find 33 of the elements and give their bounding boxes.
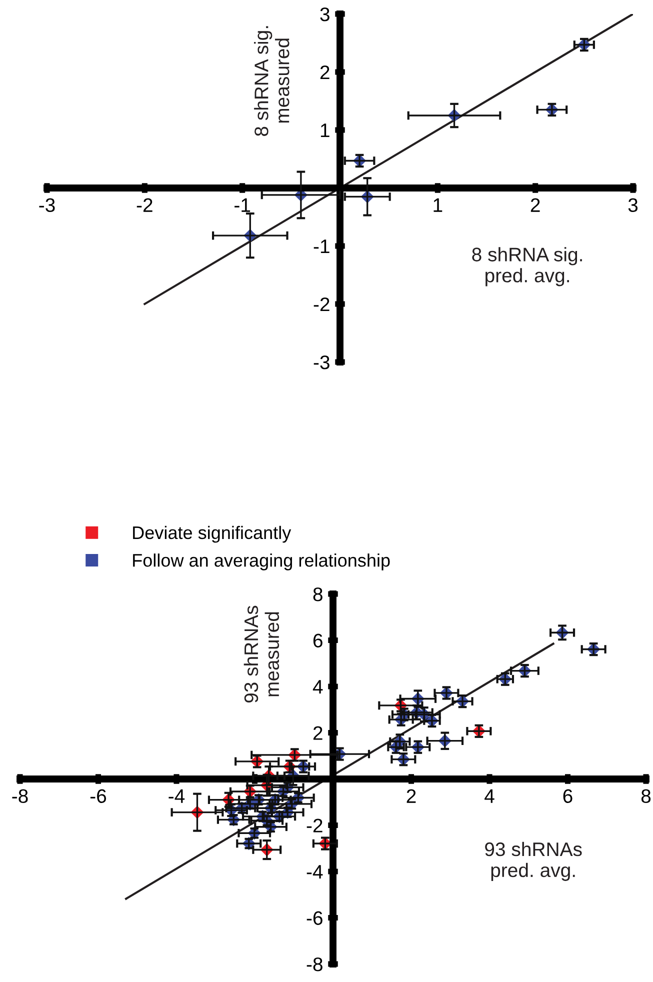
x-tick-label: 1	[434, 198, 442, 212]
y-tick-label: -6	[306, 911, 322, 925]
y-tick-label: -2	[314, 297, 330, 312]
x-tick-label: -6	[90, 789, 106, 804]
x-tick-label: 8	[641, 789, 651, 804]
y-tick-label: 1	[320, 124, 330, 138]
y-tick-label: -3	[314, 355, 330, 370]
y-tick-label: 2	[320, 65, 330, 80]
y-tick-label: -4	[306, 865, 323, 879]
x-axis-title: 93 shRNAs pred. avg.	[485, 842, 582, 881]
x-tick-label: 2	[406, 789, 416, 803]
x-tick-label: -1	[234, 198, 250, 212]
y-tick-label: 2	[313, 726, 322, 740]
x-tick-label: 6	[563, 789, 572, 804]
x-tick-label: 3	[628, 198, 638, 212]
x-tick-label: -4	[168, 789, 185, 803]
x-tick-label: -2	[136, 198, 152, 212]
x-tick-label: -8	[12, 789, 28, 804]
legend-label: Deviate significantly	[133, 526, 292, 543]
y-axis-title: 8 shRNA sig. measured	[254, 26, 290, 136]
x-axis-title: 8 shRNA sig. pred. avg.	[472, 247, 582, 286]
y-tick-label: 6	[313, 634, 322, 648]
x-tick-label: -3	[39, 198, 55, 212]
y-tick-label: -1	[314, 240, 330, 254]
x-tick-label: 2	[530, 198, 540, 212]
y-tick-label: 3	[320, 7, 330, 22]
y-axis-title: 93 shRNAs measured	[244, 606, 280, 703]
y-tick-label: -2	[306, 818, 322, 832]
x-tick-label: 4	[484, 789, 494, 803]
y-tick-label: 8	[313, 587, 322, 602]
legend-label: Follow an averaging relationship	[133, 554, 390, 570]
y-tick-label: -8	[306, 957, 322, 972]
y-tick-label: 4	[312, 680, 323, 694]
